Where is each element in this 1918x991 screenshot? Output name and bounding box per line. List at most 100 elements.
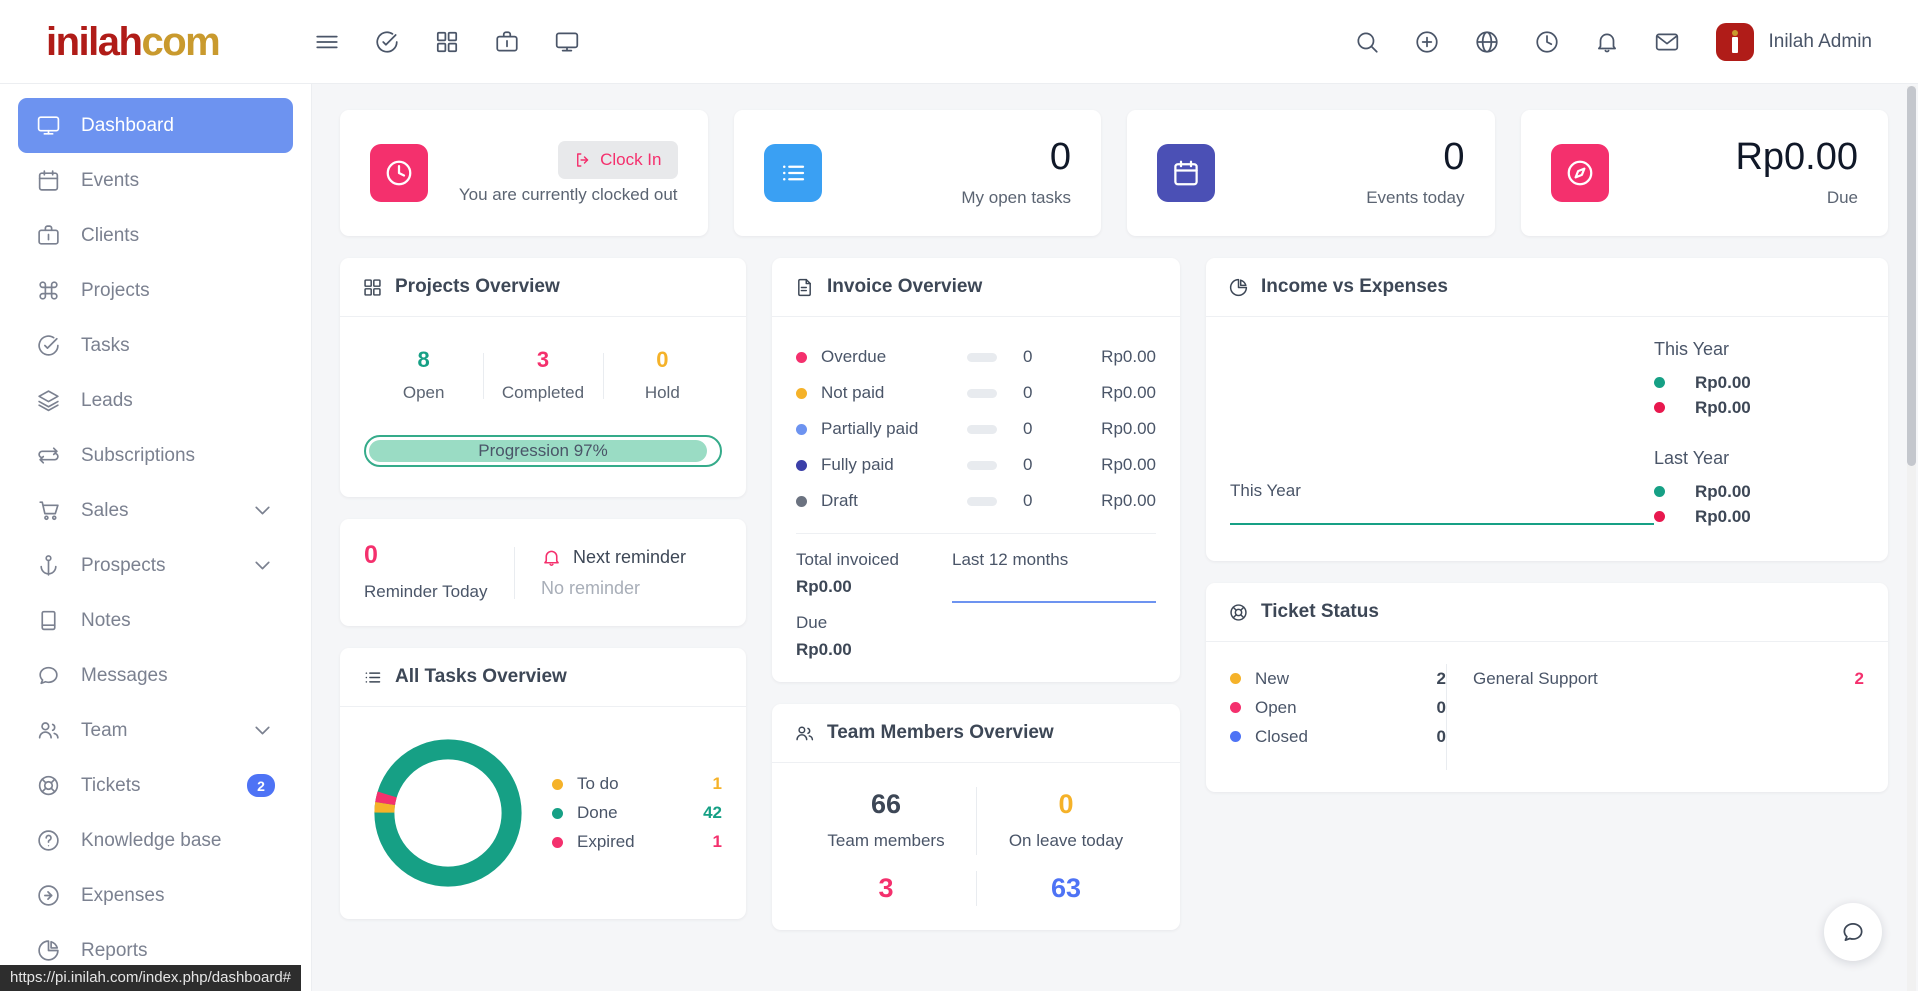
scrollbar-thumb[interactable] bbox=[1907, 86, 1916, 466]
panel-title: Invoice Overview bbox=[827, 276, 983, 297]
invoice-row: Partially paid 0 Rp0.00 bbox=[796, 411, 1156, 447]
status-color-dot bbox=[796, 387, 807, 399]
status-badge: 2 bbox=[247, 774, 275, 797]
logo-text-secondary: com bbox=[141, 19, 220, 64]
projects-open-cell: 8 Open bbox=[364, 349, 483, 403]
this-year-expense-value: Rp0.00 bbox=[1695, 397, 1751, 417]
command-icon bbox=[39, 281, 58, 300]
on-leave-cell: 0 On leave today bbox=[976, 779, 1156, 863]
sidebar-item-reports[interactable]: Reports bbox=[18, 923, 293, 978]
panel-title: Team Members Overview bbox=[827, 722, 1054, 743]
invoice-sparkline-chart: Last 12 months bbox=[946, 550, 1156, 660]
pie-chart-icon bbox=[1229, 278, 1248, 296]
sidebar-item-prospects[interactable]: Prospects bbox=[18, 538, 293, 593]
grid-icon[interactable] bbox=[432, 27, 462, 57]
invoice-amount: Rp0.00 bbox=[1101, 491, 1156, 510]
calendar-icon bbox=[38, 170, 59, 191]
sidebar-item-projects[interactable]: Projects bbox=[18, 263, 293, 318]
sidebar-item-expenses[interactable]: Expenses bbox=[18, 868, 293, 923]
panels-column-right: Income vs Expenses This Year This Year bbox=[1206, 258, 1888, 930]
ticket-category-list: General Support 2 bbox=[1446, 664, 1864, 770]
invoice-overview-body: Overdue 0 Rp0.00 Not paid 0 Rp0.00 bbox=[772, 317, 1180, 682]
on-leave-value: 0 bbox=[1058, 789, 1074, 819]
sidebar-item-dashboard[interactable]: Dashboard bbox=[18, 98, 293, 153]
projects-completed-label: Completed bbox=[501, 383, 585, 402]
sidebar-item-tasks[interactable]: Tasks bbox=[18, 318, 293, 373]
legend-value: 42 bbox=[703, 803, 722, 822]
sparkline-caption: Last 12 months bbox=[952, 550, 1069, 569]
legend-color-dot bbox=[1654, 402, 1665, 413]
search-icon[interactable] bbox=[1352, 27, 1382, 57]
income-legend: This Year Rp0.00 Rp0.00 L bbox=[1654, 339, 1864, 543]
ticket-status-row: New 2 bbox=[1230, 664, 1446, 693]
sidebar-item-subscriptions[interactable]: Subscriptions bbox=[18, 428, 293, 483]
tasks-legend-row: To do 1 bbox=[552, 770, 722, 799]
chat-support-button[interactable] bbox=[1824, 903, 1882, 961]
last-year-expense-value: Rp0.00 bbox=[1695, 506, 1751, 526]
clock-in-card: Clock In You are currently clocked out bbox=[340, 110, 708, 236]
due-body: Rp0.00 Due bbox=[1735, 138, 1858, 208]
projects-hold-cell: 0 Hold bbox=[602, 347, 722, 403]
status-color-dot bbox=[796, 495, 807, 507]
message-icon bbox=[39, 666, 58, 685]
team-stat-row-1: 66 Team members 0 On leave today bbox=[796, 779, 1156, 863]
sidebar-item-knowledge-base[interactable]: Knowledge base bbox=[18, 813, 293, 868]
status-color-dot bbox=[1230, 673, 1241, 684]
invoice-status-label: Not paid bbox=[821, 383, 885, 402]
sidebar-item-label: Messages bbox=[81, 664, 168, 686]
main-content: Clock In You are currently clocked out 0… bbox=[312, 84, 1918, 991]
list-icon bbox=[782, 165, 804, 181]
topbar-left-icon-group bbox=[312, 27, 582, 57]
plus-circle-icon[interactable] bbox=[1412, 27, 1442, 57]
team-extra-cell-b: 63 bbox=[976, 863, 1156, 914]
check-circle-icon[interactable] bbox=[372, 27, 402, 57]
cart-icon bbox=[39, 501, 59, 521]
sidebar-item-label: Sales bbox=[81, 499, 129, 521]
invoice-amount: Rp0.00 bbox=[1101, 455, 1156, 474]
projects-open-value: 8 bbox=[417, 347, 430, 372]
sidebar-item-notes[interactable]: Notes bbox=[18, 593, 293, 648]
page-scrollbar[interactable] bbox=[1907, 86, 1916, 991]
panels-column-middle: Invoice Overview Overdue 0 Rp0.00 bbox=[772, 258, 1180, 930]
clock-in-button[interactable]: Clock In bbox=[558, 141, 678, 179]
projects-hold-value: 0 bbox=[656, 347, 669, 372]
open-tasks-card: 0 My open tasks bbox=[733, 110, 1101, 236]
briefcase-icon[interactable] bbox=[492, 27, 522, 57]
last-year-income-row: Rp0.00 bbox=[1654, 479, 1864, 504]
invoice-amount: Rp0.00 bbox=[1101, 383, 1156, 402]
invoice-count: 0 bbox=[1023, 455, 1033, 474]
user-menu[interactable]: Inilah Admin bbox=[1716, 22, 1872, 61]
open-tasks-body: 0 My open tasks bbox=[961, 138, 1071, 208]
next-reminder-block: Next reminder No reminder bbox=[514, 546, 686, 599]
sidebar-item-tickets[interactable]: Tickets 2 bbox=[18, 758, 293, 813]
clock-in-button-label: Clock In bbox=[600, 150, 662, 169]
invoice-due-label: Due bbox=[796, 613, 828, 632]
panel-title: Income vs Expenses bbox=[1261, 276, 1448, 297]
projects-overview-body: 8 Open 3 Completed 0 Hold bbox=[340, 317, 746, 497]
sidebar-item-messages[interactable]: Messages bbox=[18, 648, 293, 703]
invoice-row: Draft 0 Rp0.00 bbox=[796, 483, 1156, 519]
sidebar-item-sales[interactable]: Sales bbox=[18, 483, 293, 538]
sparkline-series-line bbox=[952, 601, 1156, 603]
brand-logo[interactable]: inilahcom bbox=[0, 0, 312, 83]
clock-icon[interactable] bbox=[1532, 27, 1562, 57]
this-year-label: This Year bbox=[1654, 339, 1730, 359]
invoice-status-label: Partially paid bbox=[821, 419, 919, 438]
open-tasks-icon-badge bbox=[763, 144, 822, 202]
monitor-icon[interactable] bbox=[552, 27, 582, 57]
check-circle-icon bbox=[38, 335, 59, 356]
bell-icon[interactable] bbox=[1592, 27, 1622, 57]
invoice-overview-header: Invoice Overview bbox=[772, 258, 1180, 317]
sidebar-item-events[interactable]: Events bbox=[18, 153, 293, 208]
sidebar-item-leads[interactable]: Leads bbox=[18, 373, 293, 428]
invoice-bar bbox=[967, 496, 997, 506]
menu-icon[interactable] bbox=[312, 27, 342, 57]
globe-icon[interactable] bbox=[1472, 27, 1502, 57]
legend-label: Done bbox=[577, 803, 618, 822]
sidebar-item-clients[interactable]: Clients bbox=[18, 208, 293, 263]
income-vs-expenses-panel: Income vs Expenses This Year This Year bbox=[1206, 258, 1888, 561]
sidebar-item-team[interactable]: Team bbox=[18, 703, 293, 758]
chevron-down-icon bbox=[255, 726, 270, 735]
mail-icon[interactable] bbox=[1652, 27, 1682, 57]
arrow-right-circle-icon bbox=[38, 885, 59, 906]
